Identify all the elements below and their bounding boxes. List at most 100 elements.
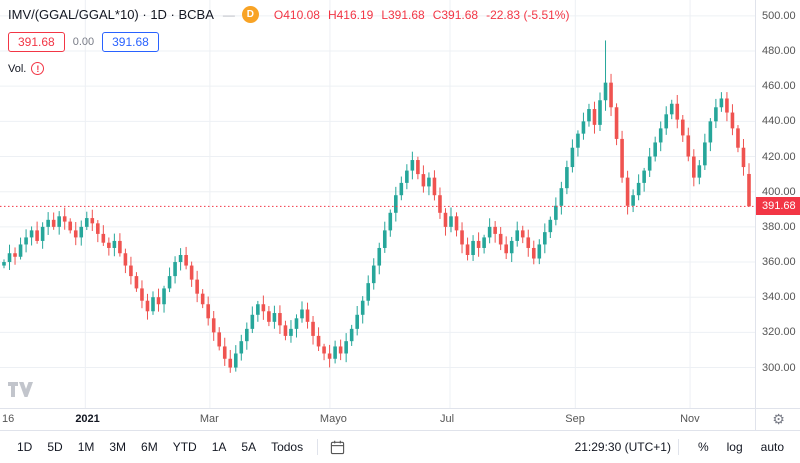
percent-scale-button[interactable]: % (692, 435, 715, 459)
clock[interactable]: 21:29:30 (UTC+1) (574, 440, 671, 454)
candle (487, 226, 492, 238)
range-button-3m[interactable]: 3M (102, 435, 133, 459)
spread-value: 0.00 (72, 36, 95, 48)
candle (603, 82, 608, 101)
candle (167, 276, 172, 289)
candle (714, 107, 718, 122)
candle (228, 358, 233, 368)
tradingview-logo[interactable] (8, 382, 34, 402)
candle (471, 240, 475, 255)
candle (642, 170, 646, 183)
candle (24, 237, 28, 245)
candle (79, 226, 84, 238)
candle (543, 232, 547, 245)
candle (388, 212, 393, 231)
candle (394, 195, 398, 213)
range-button-1a[interactable]: 1A (205, 435, 234, 459)
candle (647, 156, 652, 171)
candle (515, 230, 520, 241)
interval-badge[interactable]: D (241, 6, 259, 23)
candle (289, 328, 293, 336)
candle (62, 216, 67, 222)
candle (664, 114, 669, 129)
candle (239, 341, 244, 354)
candle (211, 318, 216, 333)
candle (68, 221, 73, 231)
candle (184, 255, 188, 266)
candle (476, 240, 481, 248)
buy-price-button[interactable]: 391.68 (102, 32, 159, 52)
time-tick: Sep (565, 413, 585, 425)
candle (432, 177, 437, 196)
candle (421, 174, 426, 187)
range-button-1m[interactable]: 1M (71, 435, 102, 459)
chart-plot[interactable]: IMV/(GGAL/GGAL*10) · 1D · BCBA — D O410.… (0, 0, 755, 408)
auto-scale-button[interactable]: auto (755, 435, 790, 459)
candle (625, 177, 630, 206)
candle (377, 247, 382, 266)
candle (537, 244, 542, 259)
candle (520, 230, 525, 238)
candle (29, 230, 34, 238)
candle (725, 98, 729, 113)
candlestick-chart[interactable] (0, 0, 755, 408)
time-axis[interactable]: 16 2021 Mar Mayo Jul Sep Nov (0, 408, 755, 431)
candle (90, 218, 95, 224)
candle (410, 160, 415, 171)
candle (200, 293, 205, 305)
ohlc-low: L391.68 (381, 7, 425, 22)
candle (300, 309, 304, 319)
candle (178, 255, 183, 263)
candle (609, 82, 613, 108)
candle (46, 219, 50, 227)
candle (669, 103, 674, 115)
collapse-dash-icon[interactable]: — (222, 7, 235, 22)
range-button-todos[interactable]: Todos (264, 435, 310, 459)
candle (156, 297, 161, 305)
candle (416, 160, 420, 175)
candle (84, 218, 89, 227)
price-tick: 440.00 (762, 115, 796, 128)
candle (548, 219, 553, 233)
price-axis[interactable]: 391.68 500.00 480.00 460.00 440.00 420.00 400… (755, 0, 800, 408)
candle (294, 318, 299, 329)
candle (267, 311, 271, 322)
candle (576, 133, 580, 148)
candle (35, 230, 39, 241)
candle (427, 177, 431, 187)
candle (96, 223, 100, 234)
candle (13, 253, 17, 257)
candle (140, 288, 144, 301)
candle (498, 233, 503, 245)
range-button-5a[interactable]: 5A (234, 435, 263, 459)
log-scale-button[interactable]: log (721, 435, 749, 459)
candle (360, 300, 365, 315)
time-tick: Nov (680, 413, 700, 425)
time-tick: Mayo (319, 413, 347, 425)
candle (366, 283, 371, 301)
gear-icon[interactable]: ⚙ (772, 412, 785, 428)
candle (162, 288, 166, 305)
price-tick: 460.00 (762, 80, 796, 93)
volume-warning-icon[interactable]: ! (31, 62, 45, 75)
candle (653, 142, 657, 157)
price-tick: 420.00 (762, 150, 796, 163)
candle (570, 147, 575, 168)
symbol-title[interactable]: IMV/(GGAL/GGAL*10) · 1D · BCBA (8, 7, 214, 22)
candle (741, 147, 746, 168)
chart-legend: IMV/(GGAL/GGAL*10) · 1D · BCBA — D O410.… (8, 6, 569, 75)
range-button-1d[interactable]: 1D (10, 435, 39, 459)
candle (283, 325, 288, 336)
candle (730, 112, 735, 129)
range-button-6m[interactable]: 6M (134, 435, 165, 459)
candle (614, 107, 619, 139)
candle (7, 253, 12, 263)
range-button-5d[interactable]: 5D (40, 435, 69, 459)
candle (118, 240, 122, 254)
candle (559, 188, 564, 206)
candle (686, 135, 691, 157)
sell-price-button[interactable]: 391.68 (8, 32, 65, 52)
range-button-ytd[interactable]: YTD (166, 435, 204, 459)
goto-date-button[interactable] (325, 437, 350, 458)
candle (692, 156, 696, 178)
